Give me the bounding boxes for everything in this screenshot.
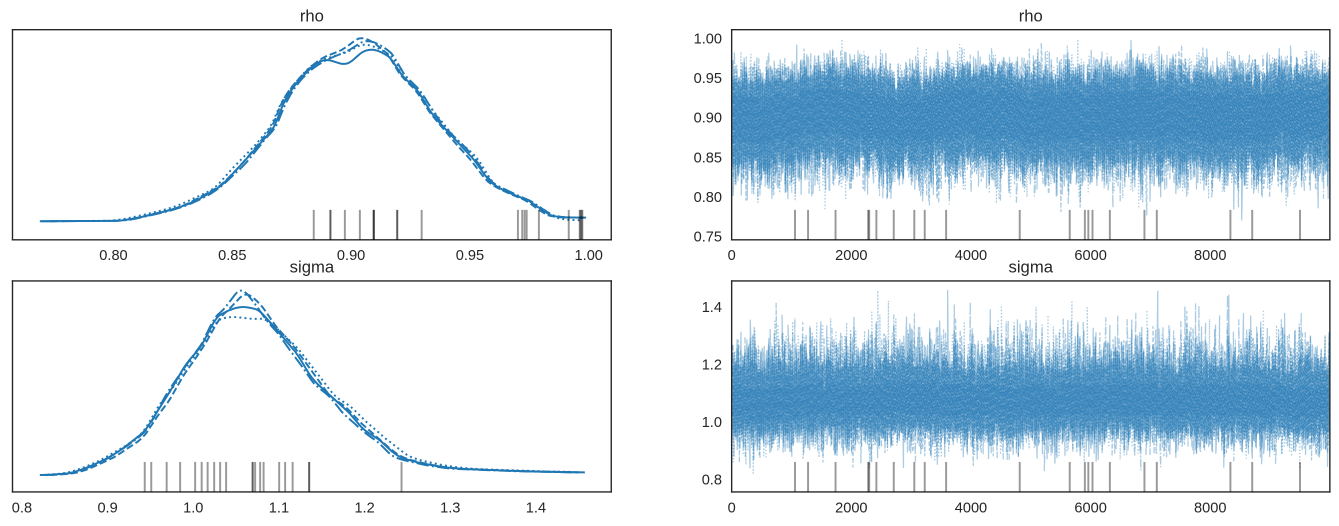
svg-text:2000: 2000 — [835, 500, 867, 516]
svg-text:sigma: sigma — [1009, 258, 1054, 277]
svg-text:8000: 8000 — [1194, 248, 1226, 264]
svg-text:0.8: 0.8 — [12, 500, 32, 516]
svg-text:2000: 2000 — [835, 248, 867, 264]
svg-text:0.80: 0.80 — [99, 248, 127, 264]
svg-text:0.90: 0.90 — [337, 248, 365, 264]
svg-text:0: 0 — [728, 500, 736, 516]
svg-text:rho: rho — [1019, 6, 1043, 25]
svg-text:0.9: 0.9 — [97, 500, 117, 516]
svg-text:8000: 8000 — [1194, 500, 1226, 516]
svg-text:0.95: 0.95 — [694, 71, 722, 87]
svg-text:6000: 6000 — [1074, 500, 1106, 516]
svg-text:0: 0 — [728, 248, 736, 264]
svg-text:1.2: 1.2 — [702, 357, 722, 373]
svg-text:1.3: 1.3 — [440, 500, 460, 516]
svg-text:1.00: 1.00 — [575, 248, 603, 264]
svg-text:4000: 4000 — [955, 248, 987, 264]
svg-text:1.4: 1.4 — [526, 500, 546, 516]
svg-text:rho: rho — [300, 6, 324, 25]
svg-text:0.75: 0.75 — [694, 230, 722, 246]
svg-text:1.4: 1.4 — [702, 300, 722, 316]
svg-text:0.80: 0.80 — [694, 190, 722, 206]
svg-text:sigma: sigma — [290, 258, 335, 277]
svg-text:4000: 4000 — [955, 500, 987, 516]
svg-text:0.90: 0.90 — [694, 111, 722, 127]
svg-text:0.85: 0.85 — [694, 150, 722, 166]
svg-text:0.85: 0.85 — [218, 248, 246, 264]
svg-text:6000: 6000 — [1074, 248, 1106, 264]
svg-text:1.1: 1.1 — [269, 500, 289, 516]
svg-text:1.00: 1.00 — [694, 31, 722, 47]
svg-text:1.0: 1.0 — [702, 415, 722, 431]
svg-text:1.0: 1.0 — [183, 500, 203, 516]
svg-text:1.2: 1.2 — [354, 500, 374, 516]
svg-text:0.95: 0.95 — [456, 248, 484, 264]
svg-text:0.8: 0.8 — [702, 473, 722, 489]
